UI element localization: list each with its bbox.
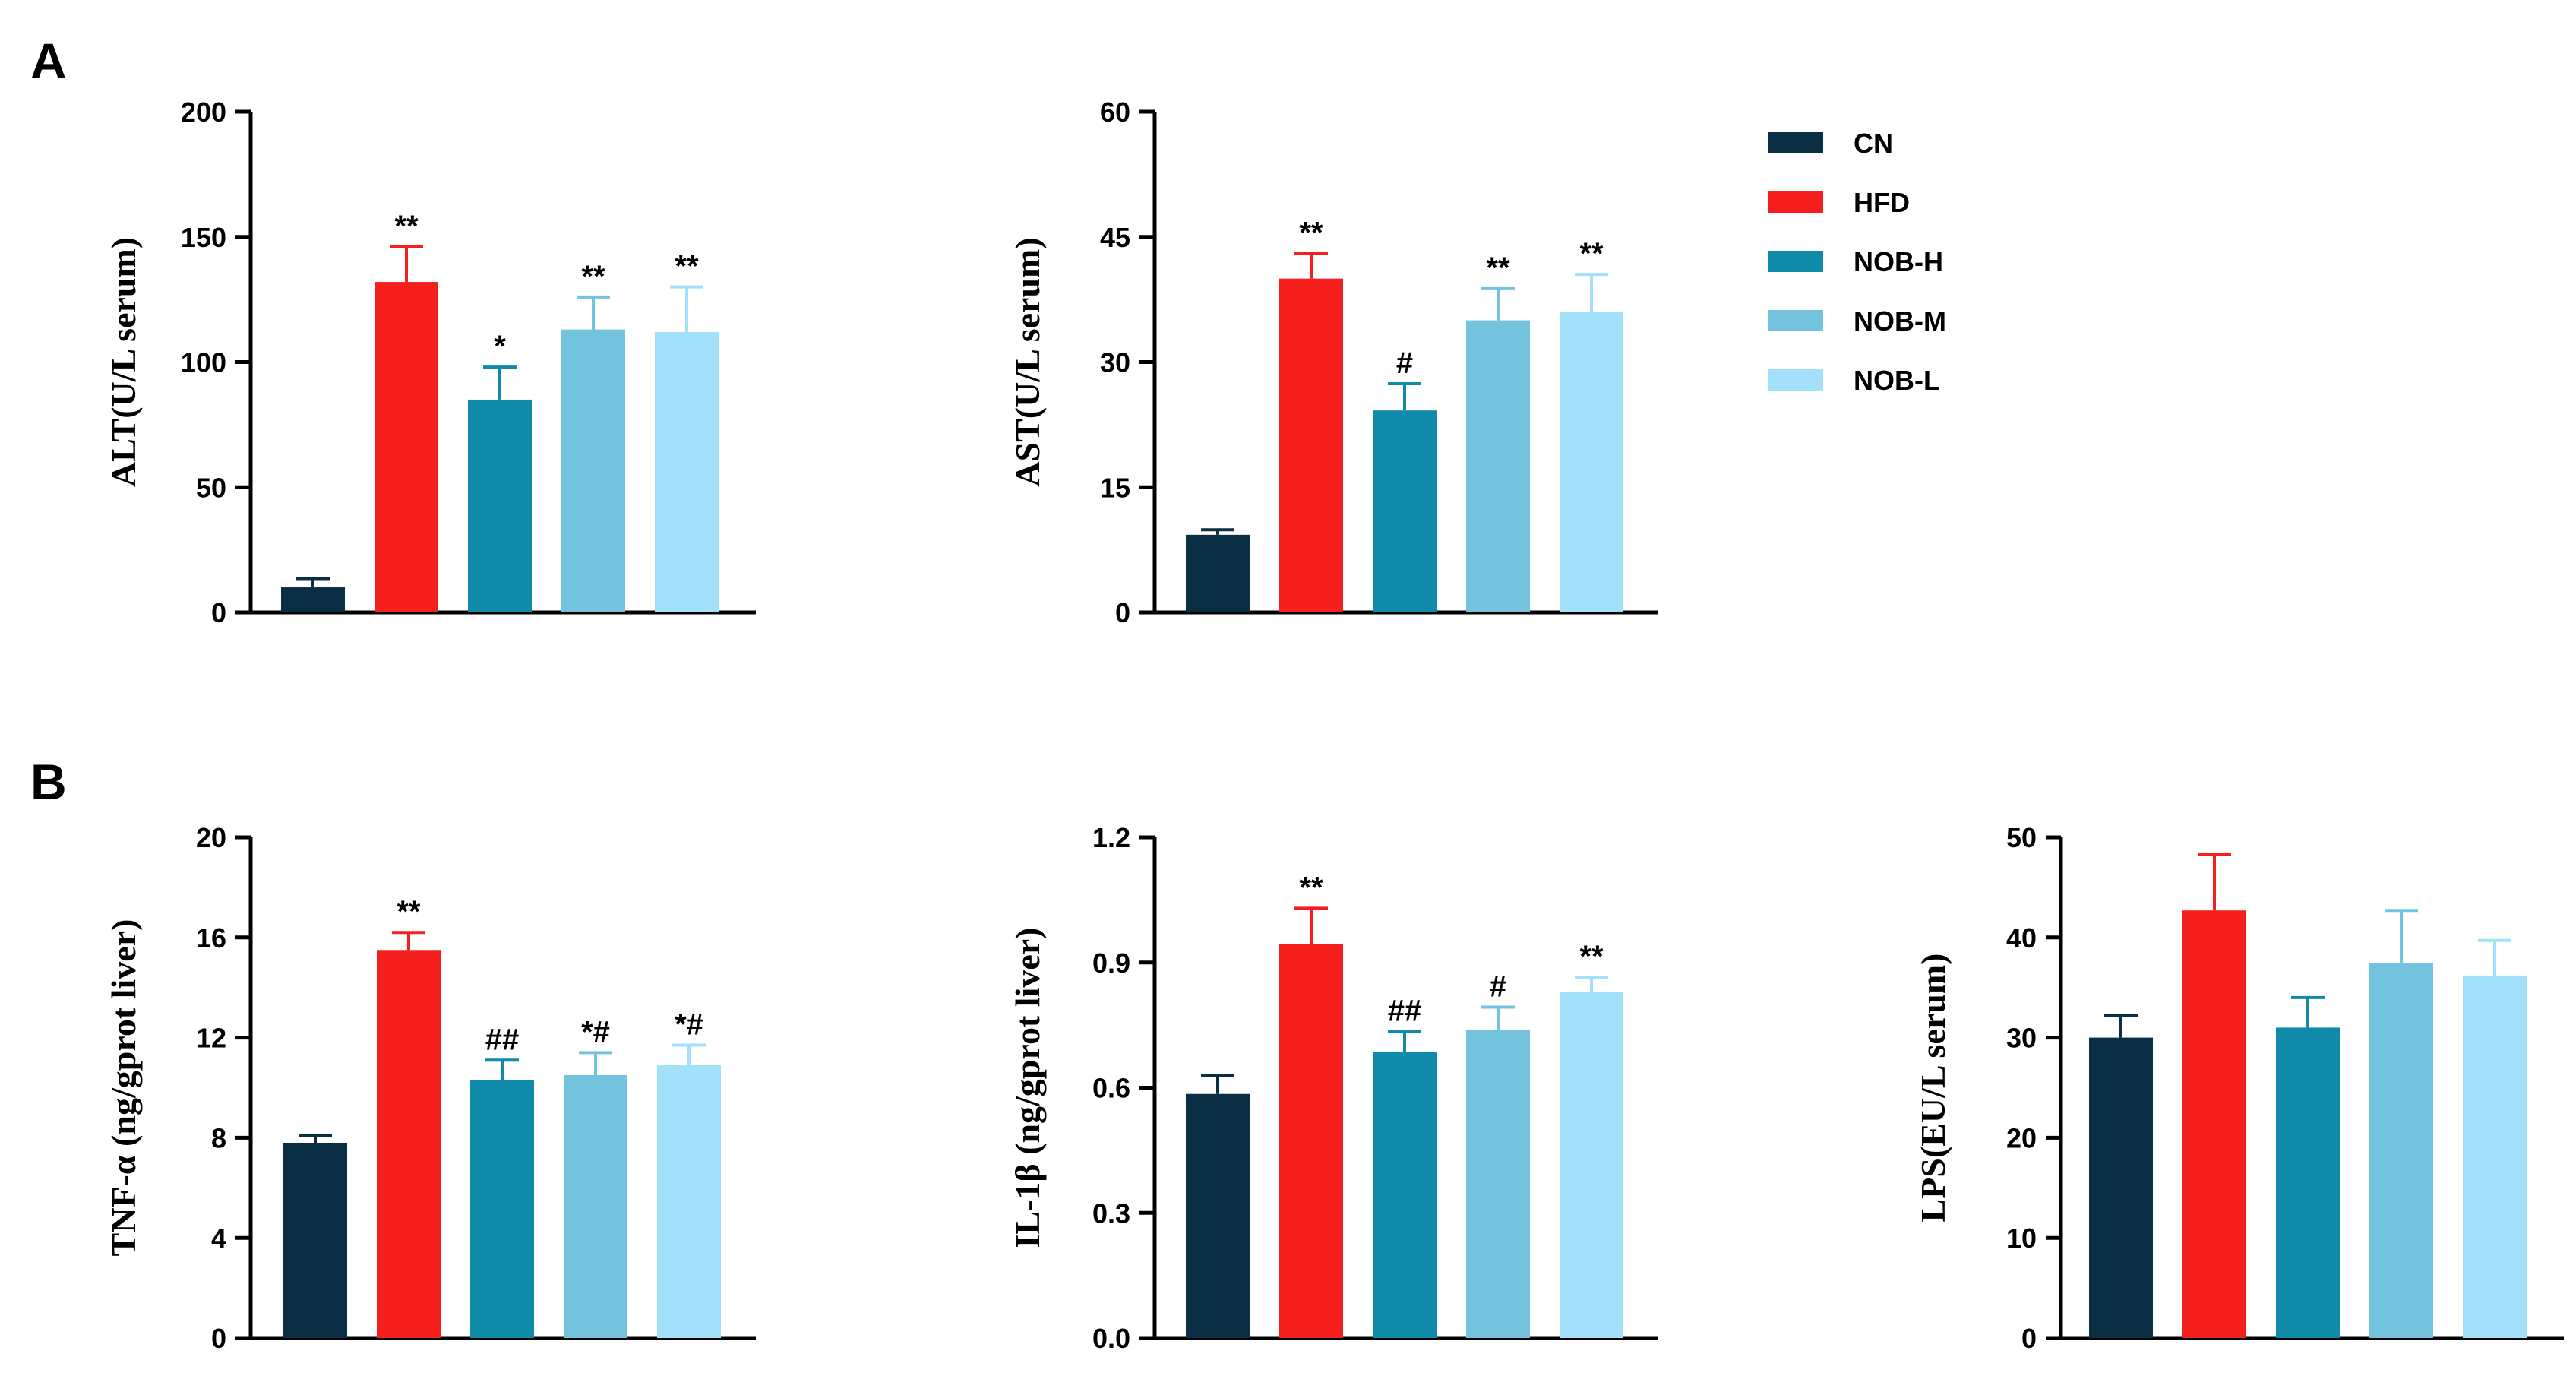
y-tick-label: 50 <box>2006 822 2037 853</box>
bar-hfd <box>1279 944 1343 1338</box>
significance-label: ** <box>397 895 421 929</box>
y-tick-label: 16 <box>196 922 226 954</box>
significance-label: ** <box>1486 252 1510 285</box>
bar-nob-m <box>2369 963 2433 1338</box>
bar-nob-h <box>1373 410 1437 612</box>
significance-label: ** <box>675 250 699 283</box>
bar-cn <box>2089 1037 2153 1338</box>
y-tick-label: 30 <box>2006 1023 2037 1054</box>
y-tick-label: 15 <box>1100 472 1130 503</box>
bar-nob-h <box>470 1080 534 1338</box>
y-tick-label: 45 <box>1100 222 1130 253</box>
y-tick-label: 0.6 <box>1092 1073 1130 1104</box>
bar-nob-l <box>2463 975 2527 1338</box>
significance-label: # <box>1490 970 1506 1004</box>
bar-nob-l <box>1560 312 1623 612</box>
panel-label-a: A <box>30 33 67 89</box>
bar-cn <box>1186 1093 1250 1338</box>
legend-label-nob-m: NOB-M <box>1854 305 1946 337</box>
legend-label-nob-l: NOB-L <box>1854 365 1940 396</box>
bar-nob-h <box>468 399 532 612</box>
bar-cn <box>281 587 345 612</box>
y-tick-label: 20 <box>2006 1122 2037 1153</box>
y-tick-label: 8 <box>211 1122 226 1153</box>
significance-label: *# <box>581 1015 610 1049</box>
legend-label-hfd: HFD <box>1854 187 1910 218</box>
y-tick-label: 0 <box>1115 597 1130 628</box>
significance-label: ** <box>1579 940 1604 973</box>
y-tick-label: 0.0 <box>1092 1323 1130 1354</box>
bar-nob-l <box>655 331 719 612</box>
y-tick-label: 150 <box>181 222 226 253</box>
legend-swatch-nob-h <box>1768 251 1823 272</box>
bar-cn <box>1186 534 1250 612</box>
y-axis-title: TNF-α (ng/gprot liver) <box>104 919 143 1257</box>
significance-label: ** <box>1299 217 1323 250</box>
bar-nob-l <box>1560 992 1623 1338</box>
significance-label: ** <box>394 210 419 243</box>
significance-label: ## <box>1388 994 1422 1027</box>
bar-hfd <box>377 950 441 1338</box>
bar-nob-m <box>561 329 625 612</box>
significance-label: ## <box>485 1023 520 1056</box>
legend-label-nob-h: NOB-H <box>1854 246 1943 277</box>
y-tick-label: 0.9 <box>1092 947 1130 979</box>
y-tick-label: 40 <box>2006 922 2037 954</box>
bar-nob-l <box>657 1065 721 1338</box>
significance-label: ** <box>1579 237 1604 270</box>
y-tick-label: 50 <box>196 472 226 503</box>
bar-nob-m <box>564 1075 627 1338</box>
significance-label: * <box>494 330 506 363</box>
y-axis-title: AST(U/L serum) <box>1008 237 1047 486</box>
significance-label: ** <box>1299 871 1323 904</box>
bar-hfd <box>1279 278 1343 612</box>
bar-nob-h <box>2276 1027 2340 1338</box>
bar-nob-h <box>1373 1052 1437 1338</box>
y-tick-label: 100 <box>181 347 226 378</box>
bar-nob-m <box>1466 1030 1530 1338</box>
bar-hfd <box>375 282 438 612</box>
legend: CN HFD NOB-H NOB-M NOB-L <box>1768 128 1946 396</box>
y-axis-title: IL-1β (ng/gprot liver) <box>1008 927 1047 1248</box>
bar-cn <box>283 1142 347 1338</box>
y-tick-label: 0 <box>211 597 226 628</box>
legend-swatch-nob-m <box>1768 310 1823 331</box>
legend-label-cn: CN <box>1854 128 1893 159</box>
bar-hfd <box>2182 910 2246 1338</box>
y-tick-label: 30 <box>1100 347 1130 378</box>
y-tick-label: 4 <box>211 1223 226 1254</box>
y-tick-label: 60 <box>1100 96 1130 128</box>
y-axis-title: LPS(EU/L serum) <box>1914 954 1952 1223</box>
y-tick-label: 1.2 <box>1092 822 1130 853</box>
y-tick-label: 0 <box>211 1323 226 1354</box>
chart-ast: 0 15 30 45 60 AST(U/L serum) ** # ** ** <box>1008 96 1658 628</box>
y-tick-label: 200 <box>181 96 226 128</box>
legend-swatch-cn <box>1768 132 1823 153</box>
significance-label: # <box>1396 346 1413 380</box>
y-tick-label: 12 <box>196 1023 226 1054</box>
chart-il-1beta: 0.0 0.3 0.6 0.9 1.2 IL-1β (ng/gprot liver) ** #… <box>1008 822 1658 1354</box>
chart-lps: 0 10 20 30 40 50 LPS(EU/L serum) <box>1914 822 2564 1354</box>
chart-tnf-alpha: 0 4 8 12 16 20 TNF-α (ng/gprot liver) ** ## *# *# <box>104 822 756 1354</box>
bar-nob-m <box>1466 320 1530 612</box>
significance-label: ** <box>581 260 605 293</box>
legend-swatch-nob-l <box>1768 369 1823 391</box>
y-tick-label: 0.3 <box>1092 1197 1130 1229</box>
y-axis-title: ALT(U/L serum) <box>104 237 143 487</box>
significance-label: *# <box>675 1008 703 1041</box>
panel-label-b: B <box>30 754 67 810</box>
legend-swatch-hfd <box>1768 191 1823 213</box>
y-tick-label: 0 <box>2021 1323 2037 1354</box>
y-tick-label: 10 <box>2006 1223 2037 1254</box>
y-tick-label: 20 <box>196 822 226 853</box>
